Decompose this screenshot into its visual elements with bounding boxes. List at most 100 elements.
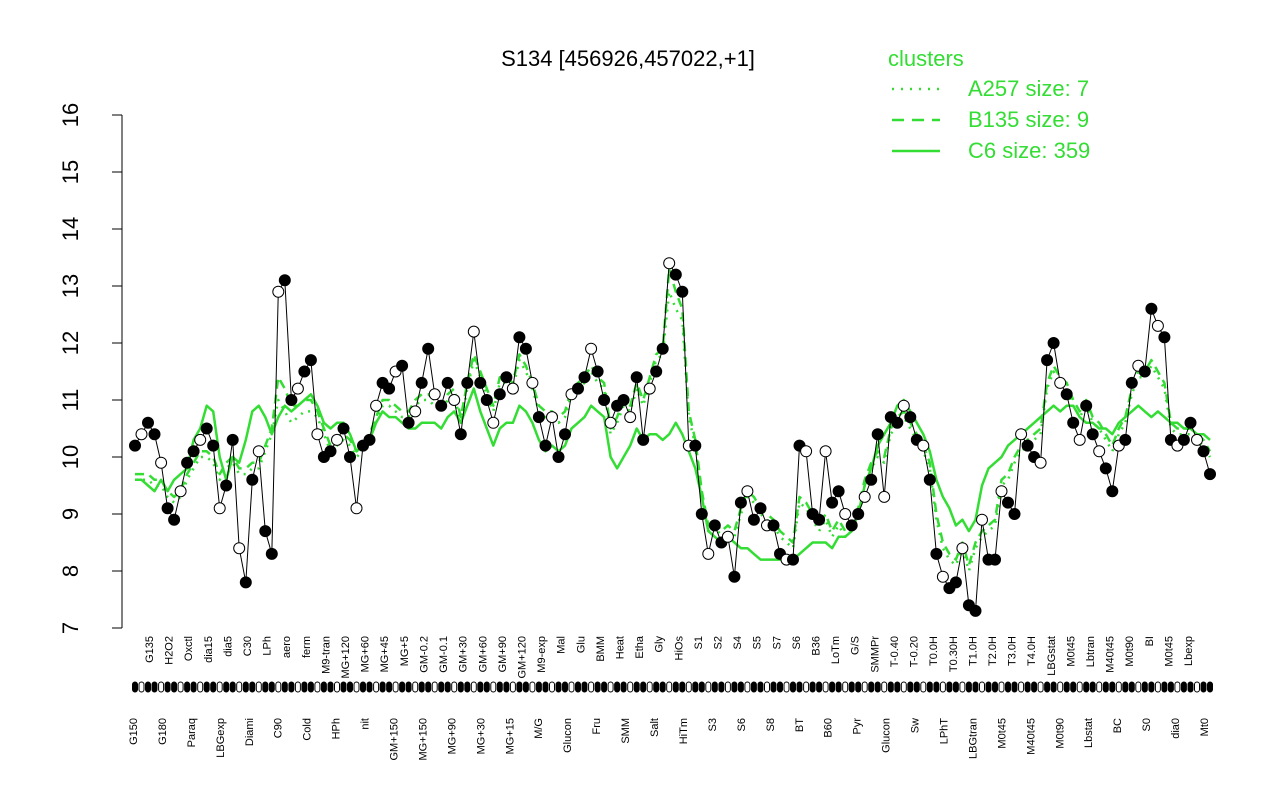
rug-mark — [1180, 681, 1187, 693]
data-point — [598, 394, 611, 406]
data-point — [663, 257, 676, 270]
rug-mark — [158, 681, 165, 693]
x-tick-label: LBGstat — [1046, 636, 1058, 676]
data-point — [897, 399, 910, 412]
data-point — [721, 530, 734, 543]
legend-entry: C6 size: 359 — [968, 138, 1090, 163]
x-tick-label: M40t45 — [1105, 636, 1117, 673]
x-tick-label: LBGtran — [967, 718, 979, 759]
rug-mark — [562, 681, 568, 693]
x-tick-label: ferm — [301, 636, 313, 658]
rug-mark — [1096, 681, 1103, 693]
data-point — [402, 416, 415, 429]
rug-mark — [581, 681, 588, 693]
data-point — [161, 502, 174, 515]
data-point — [559, 428, 571, 441]
rug-mark — [1057, 681, 1064, 693]
axes: 7 8 9 10 11 12 13 14 15 16 — [58, 103, 1213, 693]
rug-mark — [405, 681, 412, 693]
y-tick-label: 15 — [58, 160, 83, 184]
data-point — [923, 473, 936, 486]
rug-mark — [236, 681, 243, 693]
rug-mark — [874, 681, 881, 693]
rug-mark — [985, 681, 992, 693]
data-point — [363, 433, 376, 446]
rug-mark — [451, 681, 458, 693]
data-point — [409, 405, 422, 418]
rug-mark — [796, 681, 803, 693]
x-tick-label: M0t45 — [1065, 636, 1077, 667]
rug-mark — [490, 681, 497, 693]
rug-mark — [249, 681, 256, 693]
rug-mark — [164, 681, 171, 693]
data-point — [604, 416, 617, 429]
rug-mark — [477, 681, 484, 693]
y-tick-label: 11 — [58, 389, 83, 412]
rug-mark — [1102, 681, 1109, 693]
rug-mark — [790, 681, 796, 693]
rug-mark — [770, 681, 777, 693]
rug-mark — [952, 681, 959, 693]
data-point — [819, 445, 832, 458]
data-point — [200, 422, 213, 435]
x-tick-label: M0t90 — [1124, 636, 1136, 667]
x-tick-label: dia5 — [222, 636, 234, 657]
data-point — [233, 542, 246, 555]
data-point — [148, 428, 161, 441]
x-tick-label: M40t45 — [1025, 718, 1037, 755]
rug-mark — [373, 681, 380, 693]
data-point — [689, 439, 702, 452]
rug-mark — [666, 681, 673, 693]
data-point — [747, 513, 760, 526]
rug-mark — [1174, 681, 1181, 693]
data-point — [1145, 302, 1158, 315]
x-tick-label: T0.30H — [948, 636, 960, 672]
y-tick-label: 7 — [58, 622, 83, 634]
data-point — [207, 439, 220, 452]
rug-mark — [718, 681, 725, 693]
x-tick-label: LoTm — [830, 636, 842, 664]
data-point — [728, 570, 741, 583]
data-point — [259, 525, 272, 538]
rug-mark — [1167, 681, 1174, 693]
data-point — [1054, 376, 1067, 389]
data-point — [513, 331, 526, 344]
x-tick-label: MG+60 — [360, 636, 372, 672]
x-tick-label: Diami — [244, 718, 256, 746]
rug-mark — [425, 681, 432, 693]
legend-entry: A257 size: 7 — [968, 76, 1089, 101]
data-point — [500, 371, 513, 384]
rug-mark — [255, 681, 262, 693]
x-tick-label: BMM — [595, 636, 607, 662]
rug-mark — [1018, 681, 1025, 693]
data-point — [585, 342, 598, 355]
rug-mark — [529, 681, 536, 693]
rug-mark — [1011, 681, 1018, 693]
rug-mark — [496, 681, 503, 693]
data-point — [1125, 376, 1138, 389]
x-tick-label: Gly — [654, 636, 666, 653]
rug-mark — [1063, 681, 1070, 693]
x-tick-label: SMM — [620, 718, 632, 744]
rug-mark — [803, 681, 810, 693]
data-point — [168, 513, 181, 526]
data-point — [767, 519, 780, 532]
x-tick-label: T-0.40 — [889, 636, 901, 667]
data-point — [695, 508, 708, 520]
rug-mark — [1070, 681, 1077, 693]
x-tick-label: Salt — [649, 718, 661, 737]
rug-mark — [646, 681, 653, 693]
data-point — [800, 445, 813, 458]
x-tick-label: S6 — [736, 718, 748, 731]
rug-mark — [750, 681, 757, 693]
data-point — [1099, 462, 1112, 475]
rug-mark — [327, 681, 334, 693]
x-tick-label: GM-0.1 — [438, 636, 450, 673]
rug-mark — [731, 681, 738, 693]
rug-mark — [588, 681, 595, 693]
data-point — [976, 513, 988, 526]
rug-mark — [913, 681, 920, 693]
data-point — [448, 394, 461, 406]
x-tick-label: G/S — [850, 636, 862, 655]
rug-mark — [483, 681, 490, 693]
